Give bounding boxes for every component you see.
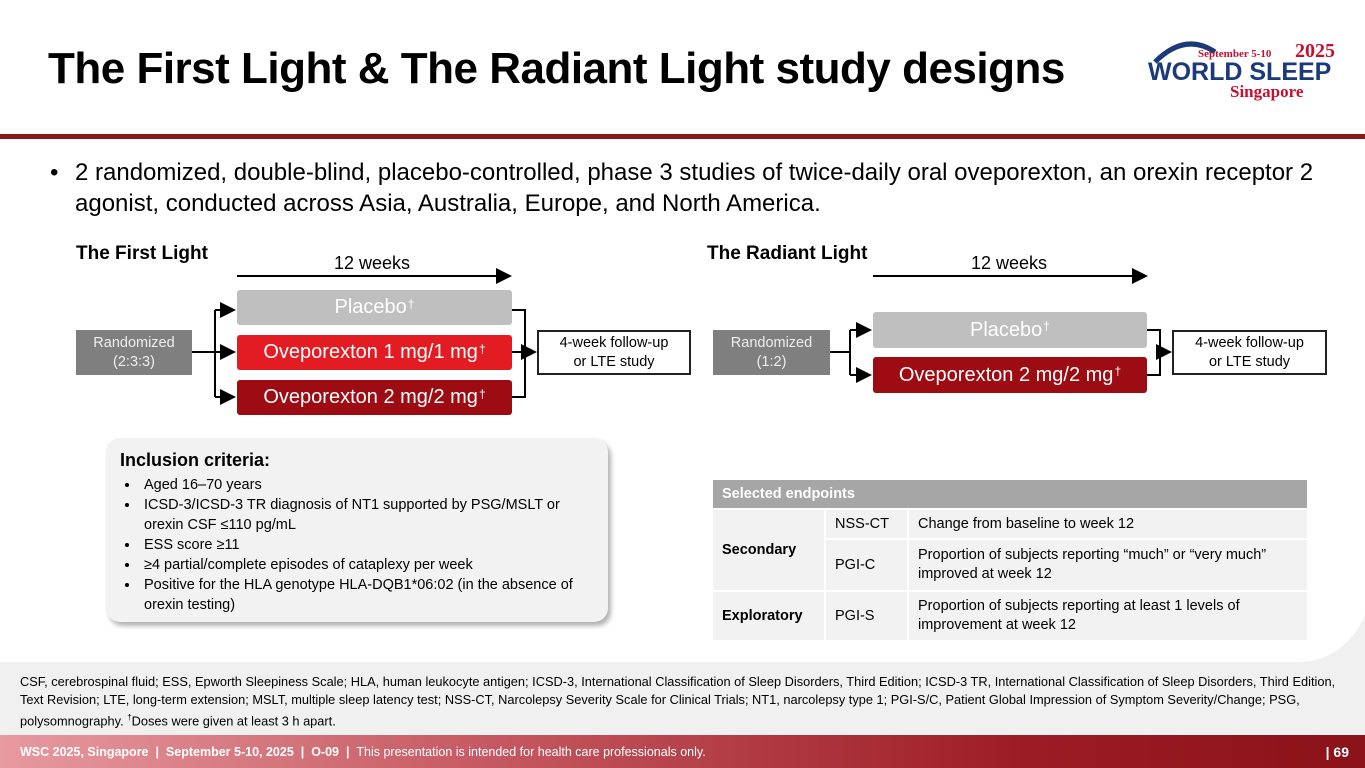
inclusion-item: Aged 16–70 years: [140, 475, 594, 495]
separator: |: [1325, 743, 1330, 760]
arm: Oveporexton 2 mg/2 mg †: [237, 380, 512, 415]
text: (1:2): [756, 353, 787, 370]
logo-date: September 5-10: [1198, 48, 1272, 60]
desc-cell: Change from baseline to week 12: [907, 508, 1309, 540]
table-header: Selected endpoints: [711, 478, 1309, 510]
inclusion-list: Aged 16–70 years ICSD-3/ICSD-3 TR diagno…: [120, 475, 594, 615]
arm: Placebo †: [873, 312, 1147, 348]
footnote-band: [0, 615, 1365, 735]
inclusion-box: Inclusion criteria: Aged 16–70 years ICS…: [106, 438, 608, 622]
arm: Oveporexton 1 mg/1 mg †: [237, 335, 512, 370]
dagger: †: [478, 341, 486, 356]
table-row: Exploratory PGI-S Proportion of subjects…: [711, 590, 1309, 642]
dagger: †: [1043, 319, 1050, 333]
bullet-dot: •: [50, 159, 59, 186]
arm-label: Oveporexton 1 mg/1 mg: [263, 341, 478, 363]
duration: 12 weeks: [970, 253, 1048, 273]
inclusion-item: ICSD-3/ICSD-3 TR diagnosis of NT1 suppor…: [140, 495, 594, 535]
study-name: The Radiant Light: [707, 243, 868, 264]
followup-box: 4-week follow-up or LTE study: [537, 330, 691, 375]
text: Randomized: [730, 334, 813, 351]
page-number: 69: [1333, 743, 1349, 760]
text: or LTE study: [1208, 353, 1291, 370]
type-cell: Secondary: [711, 508, 826, 592]
logo-year: 2025: [1295, 40, 1335, 62]
code-cell: PGI-S: [824, 590, 909, 642]
footer-dates: September 5-10, 2025: [165, 744, 294, 759]
dagger: †: [478, 386, 486, 401]
endpoints-table: Selected endpoints Secondary NSS-CT Chan…: [711, 478, 1309, 642]
type-cell: Exploratory: [711, 590, 826, 642]
inclusion-item: Positive for the HLA genotype HLA-DQB1*0…: [140, 575, 594, 615]
inclusion-item: ESS score ≥11: [140, 535, 594, 555]
arm-label: Placebo: [334, 296, 407, 318]
arm-label: Oveporexton 2 mg/2 mg: [898, 363, 1114, 386]
text: or LTE study: [573, 353, 655, 370]
code-cell: PGI-C: [824, 538, 909, 592]
page-number-wrap: | 69: [1326, 744, 1349, 760]
logo-place: Singapore: [1230, 82, 1304, 101]
footnote-note: Doses were given at least 3 h apart.: [131, 713, 336, 729]
logo-name: WORLD SLEEP: [1148, 58, 1331, 86]
separator: |: [345, 744, 350, 759]
arm-label: Placebo: [970, 318, 1043, 341]
desc-cell: Proportion of subjects reporting “much” …: [907, 538, 1309, 592]
arm: Oveporexton 2 mg/2 mg †: [873, 357, 1147, 393]
footer-event: WSC 2025, Singapore: [20, 744, 149, 759]
arm-label: Oveporexton 2 mg/2 mg: [263, 386, 478, 408]
code-cell: NSS-CT: [824, 508, 909, 540]
footnote-mark: †: [127, 713, 132, 722]
bullet: • 2 randomized, double-blind, placebo-con…: [50, 157, 1330, 219]
title-rule: [0, 134, 1365, 139]
table-row: Secondary NSS-CT Change from baseline to…: [711, 508, 1309, 592]
inclusion-title: Inclusion criteria:: [120, 450, 271, 470]
inclusion-item: ≥4 partial/complete episodes of cataplex…: [140, 555, 594, 575]
followup-box: 4-week follow-up or LTE study: [1172, 330, 1327, 375]
dagger: †: [1114, 364, 1122, 378]
bullet-text: 2 randomized, double-blind, placebo-cont…: [75, 159, 1314, 217]
desc-cell: Proportion of subjects reporting at leas…: [907, 590, 1309, 642]
slide-title: The First Light & The Radiant Light stud…: [48, 44, 1065, 93]
table-row: PGI-C Proportion of subjects reporting “…: [712, 538, 1309, 592]
text: 4-week follow-up: [1195, 334, 1304, 351]
dagger: †: [407, 296, 415, 311]
randomized-box: Randomized (1:2): [713, 330, 830, 375]
separator: |: [155, 744, 159, 759]
randomized-box: Randomized (2:3:3): [76, 330, 192, 375]
diagram-lines: [192, 268, 1172, 405]
footer: WSC 2025, Singapore | September 5-10, 20…: [0, 735, 1365, 768]
text: (2:3:3): [113, 353, 155, 370]
study-name: The First Light: [76, 243, 208, 264]
text: Randomized: [93, 334, 175, 351]
text: 4-week follow-up: [559, 334, 669, 351]
logo: September 5-10 2025 WORLD SLEEP Singapor…: [1148, 40, 1335, 101]
separator: |: [300, 744, 305, 759]
header-cell: Selected endpoints: [711, 478, 1309, 510]
duration: 12 weeks: [333, 253, 411, 273]
footer-code: O-09: [311, 744, 339, 759]
footnote: CSF, cerebrospinal fluid; ESS, Epworth S…: [20, 673, 1350, 730]
arm: Placebo †: [237, 290, 512, 325]
footer-notice: This presentation is intended for health…: [356, 744, 706, 759]
footnote-text: CSF, cerebrospinal fluid; ESS, Epworth S…: [20, 674, 1336, 729]
